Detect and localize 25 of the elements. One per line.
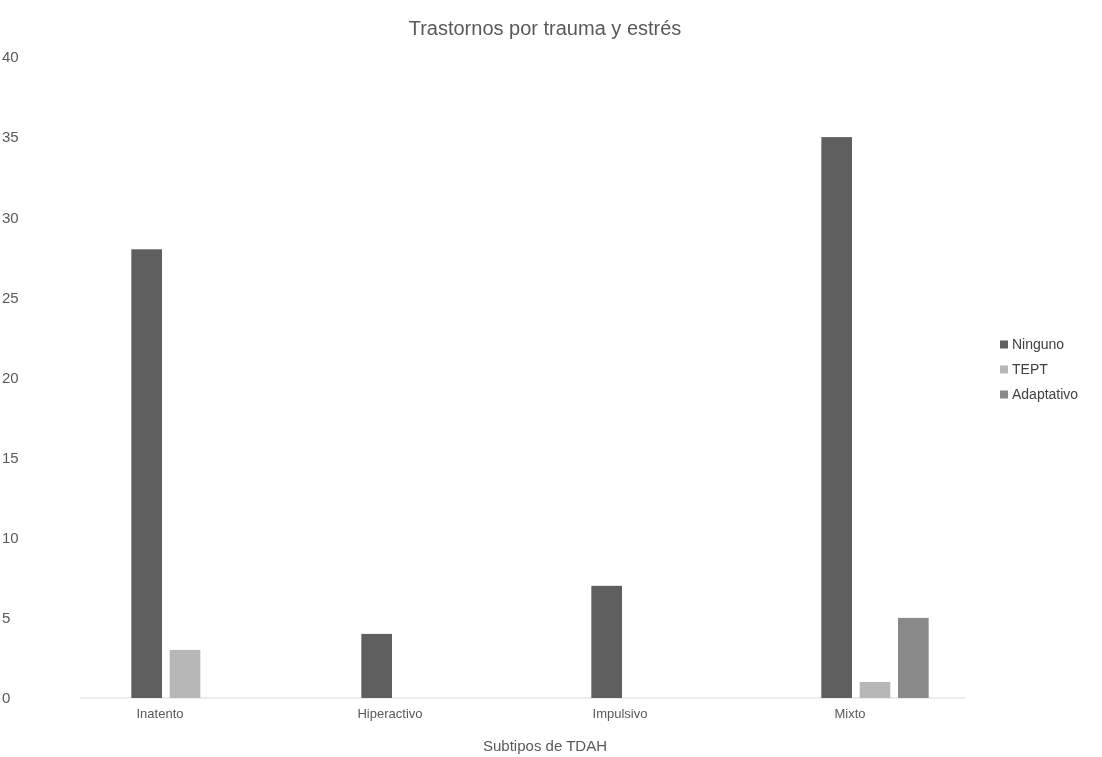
y-tick-label: 10 bbox=[2, 529, 19, 547]
y-tick-label: 20 bbox=[2, 368, 19, 386]
bar bbox=[169, 649, 201, 698]
bar bbox=[821, 137, 852, 698]
y-tick-label: 15 bbox=[2, 448, 19, 466]
bar bbox=[131, 249, 162, 698]
y-tick-label: 5 bbox=[2, 609, 11, 627]
x-axis-title: Subtipos de TDAH bbox=[483, 737, 607, 754]
bar bbox=[898, 617, 929, 698]
bar bbox=[591, 585, 622, 698]
bar bbox=[361, 633, 392, 698]
legend-label: TEPT bbox=[1012, 360, 1049, 377]
x-tick-label: Impulsivo bbox=[592, 706, 648, 721]
x-tick-label: Inatento bbox=[136, 706, 184, 721]
y-tick-label: 30 bbox=[2, 208, 19, 226]
x-tick-label: Mixto bbox=[834, 706, 866, 721]
bar bbox=[859, 681, 891, 698]
y-tick-label: 35 bbox=[2, 128, 19, 146]
chart-title: Trastornos por trauma y estrés bbox=[408, 17, 682, 39]
legend-label: Adaptativo bbox=[1012, 385, 1079, 402]
y-tick-label: 25 bbox=[2, 288, 19, 306]
y-tick-label: 40 bbox=[2, 48, 19, 66]
legend-label: Ninguno bbox=[1012, 335, 1065, 352]
x-tick-label: Hiperactivo bbox=[357, 706, 423, 721]
y-tick-label: 0 bbox=[2, 689, 11, 707]
